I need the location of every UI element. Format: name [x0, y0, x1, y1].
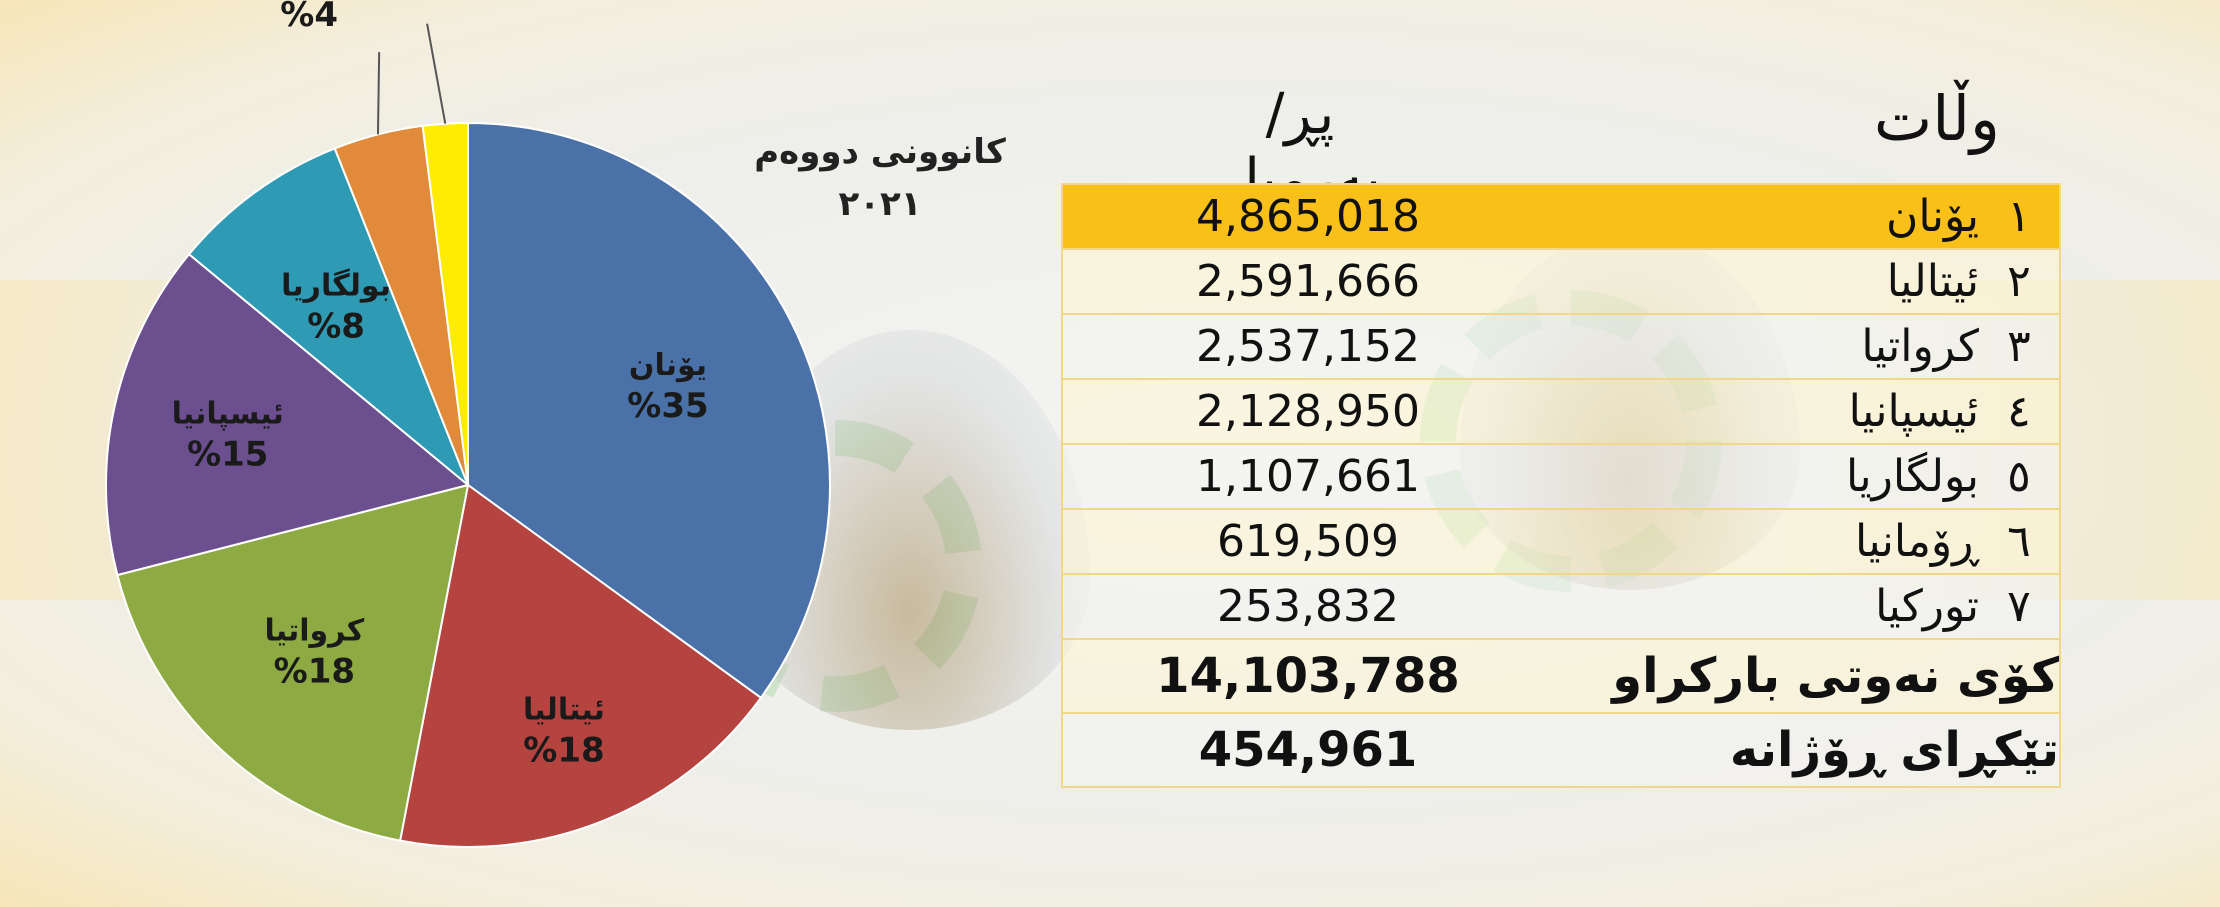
- slice-percent-label: %15: [187, 434, 268, 474]
- row-value: 253,832: [1062, 574, 1553, 640]
- row-country: یۆنان: [1599, 184, 1979, 250]
- table-header-country: وڵات: [1873, 82, 2000, 155]
- pie-slice: [105, 252, 471, 577]
- row-country: ڕۆمانیا: [1599, 509, 1979, 575]
- row-value: 619,509: [1062, 509, 1553, 575]
- table-row: 1,107,661 بولگاریا ٥: [1062, 444, 2060, 510]
- row-index: ٤: [1979, 379, 2060, 445]
- total-row: 14,103,788 کۆی نەوتی بارکراو: [1062, 639, 2060, 714]
- table-row: 619,509 ڕۆمانیا ٦: [1062, 509, 2060, 575]
- row-value: 2,591,666: [1062, 249, 1553, 315]
- chart-title: كانوونی دووەم ٢٠٢١: [700, 126, 1060, 230]
- slice-percent-label: %35: [627, 386, 708, 426]
- total-value: 14,103,788: [1062, 639, 1553, 714]
- table-row: 2,537,152 کرواتیا ٣: [1062, 314, 2060, 380]
- chart-title-line: ٢٠٢١: [838, 184, 922, 224]
- pie-slice: [467, 121, 831, 700]
- row-country: ئیسپانیا: [1599, 379, 1979, 445]
- slice-percent-label: %18: [274, 652, 355, 692]
- slice-label: کرواتیا: [264, 614, 364, 649]
- row-index: ٦: [1979, 509, 2060, 575]
- table-row: 253,832 تورکیا ٧: [1062, 574, 2060, 640]
- table-row: 2,591,666 ئیتالیا ٢: [1062, 249, 2060, 315]
- row-index: ٣: [1979, 314, 2060, 380]
- table-row: 4,865,018 یۆنان ١: [1062, 184, 2060, 250]
- row-country: بولگاریا: [1599, 444, 1979, 510]
- row-value: 2,128,950: [1062, 379, 1553, 445]
- chart-title-line: كانوونی دووەم: [754, 132, 1006, 172]
- pie-slice: [398, 483, 763, 848]
- row-value: 4,865,018: [1062, 184, 1553, 250]
- row-country: کرواتیا: [1599, 314, 1979, 380]
- row-index: ٥: [1979, 444, 2060, 510]
- daily-average-value: 454,961: [1062, 713, 1553, 788]
- slice-percent-label: %8: [307, 306, 365, 346]
- slice-percent-label: %4: [280, 0, 338, 35]
- leader-line: [426, 23, 447, 124]
- pie-slice: [116, 483, 470, 842]
- slice-label: ئیسپانیا: [172, 396, 284, 431]
- daily-average-row: 454,961 تێکڕای ڕۆژانە: [1062, 713, 2060, 788]
- row-value: 2,537,152: [1062, 314, 1553, 380]
- export-table: 4,865,018 یۆنان ١ 2,591,666 ئیتالیا ٢ 2,…: [1061, 183, 2061, 788]
- slice-percent-label: %18: [523, 730, 604, 770]
- row-index: ٧: [1979, 574, 2060, 640]
- daily-average-label: تێکڕای ڕۆژانە: [1553, 713, 2060, 788]
- slice-label: بولگاریا: [281, 267, 391, 303]
- slice-label: یۆنان: [629, 348, 707, 383]
- row-index: ١: [1979, 184, 2060, 250]
- row-country: تورکیا: [1599, 574, 1979, 640]
- leader-line: [376, 52, 381, 135]
- pie-chart: یۆنان%35ئیتالیا%18کرواتیا%18ئیسپانیا%15ب…: [105, 0, 831, 848]
- table-row: 2,128,950 ئیسپانیا ٤: [1062, 379, 2060, 445]
- row-value: 1,107,661: [1062, 444, 1553, 510]
- pie-slice: [187, 147, 469, 486]
- row-index: ٢: [1979, 249, 2060, 315]
- slice-label: ئیتالیا: [523, 692, 605, 727]
- row-country: ئیتالیا: [1599, 249, 1979, 315]
- total-label: کۆی نەوتی بارکراو: [1553, 639, 2060, 714]
- slice-percent-label: %2: [423, 0, 481, 7]
